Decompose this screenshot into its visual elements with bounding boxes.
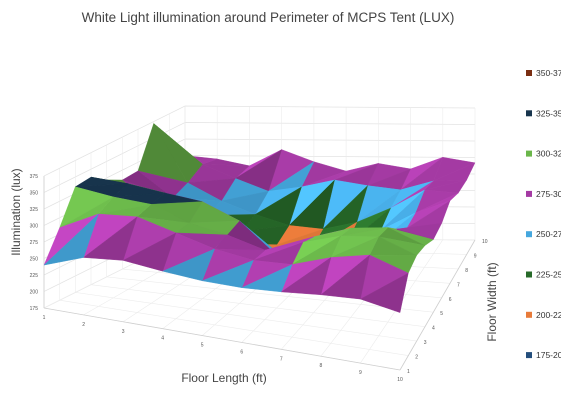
x-tick-label: 4 (161, 336, 164, 342)
y-axis-line (399, 239, 476, 371)
legend-label: 300-325 (536, 149, 561, 159)
ticks-layer: 1 2 3 4 5 6 7 8 9 10 1 2 3 4 5 6 7 8 9 10 175 200 225 250 275 300… (30, 174, 488, 383)
legend-item[interactable]: 325-350 (526, 108, 561, 118)
z-tick-label: 350 (30, 191, 39, 197)
x-tick-label: 1 (43, 315, 46, 321)
legend-swatch (526, 311, 532, 318)
legend: 350-375 325-350 300-325 275-300 250-275 225-2… (526, 68, 561, 360)
z-tick-label: 275 (30, 240, 39, 246)
surface-facet (201, 260, 254, 288)
y-tick-label: 2 (415, 355, 418, 361)
surface-facet (281, 257, 332, 295)
legend-label: 325-350 (536, 108, 561, 118)
legend-swatch (526, 271, 532, 278)
z-axis-title: Illumination (lux) (9, 168, 23, 255)
legend-label: 350-375 (536, 68, 561, 78)
surface-facet (83, 216, 138, 261)
z-tick-label: 175 (30, 306, 39, 312)
legend-item[interactable]: 275-300 (526, 189, 561, 199)
legend-item[interactable]: 200-225 (526, 310, 561, 320)
x-tick-label: 3 (122, 329, 125, 335)
y-gridline (59, 168, 409, 356)
z-tick-label: 375 (30, 174, 39, 180)
x-tick-label: 2 (82, 322, 85, 328)
legend-label: 225-250 (536, 270, 561, 280)
legend-swatch (526, 190, 532, 197)
z-tick-label: 300 (30, 224, 39, 230)
legend-item[interactable]: 225-250 (526, 270, 561, 280)
x-tick-label: 8 (320, 363, 323, 369)
legend-item[interactable]: 350-375 (526, 68, 561, 78)
surface-facet (43, 213, 99, 266)
z-tick-label: 225 (30, 273, 39, 279)
y-tick-label: 7 (457, 282, 460, 288)
legend-label: 250-275 (536, 229, 561, 239)
legend-item[interactable]: 300-325 (526, 149, 561, 159)
surface-facet (241, 264, 293, 293)
surface-facet (162, 248, 215, 281)
legend-item[interactable]: 250-275 (526, 229, 561, 239)
x-tick-label: 9 (359, 370, 362, 376)
legend-swatch (526, 70, 532, 76)
z-tick-label: 325 (30, 207, 39, 213)
y-tick-label: 3 (424, 340, 427, 346)
y-axis-title: Floor Width (ft) (485, 262, 499, 341)
y-tick-label: 8 (465, 268, 468, 274)
y-tick-label: 9 (474, 253, 477, 259)
x-tick-label: 10 (397, 377, 403, 383)
chart-title: White Light illumination around Perimete… (82, 10, 455, 25)
y-tick-label: 6 (449, 297, 452, 303)
legend-swatch (526, 150, 532, 157)
legend-swatch (526, 231, 532, 238)
x-axis-line (43, 307, 401, 371)
legend-label: 175-200 (536, 350, 561, 360)
y-tick-label: 5 (440, 311, 443, 317)
legend-item[interactable]: 175-200 (526, 350, 561, 360)
legend-swatch (526, 110, 532, 117)
legend-label: 275-300 (536, 189, 561, 199)
surface-facet (320, 254, 370, 300)
x-tick-label: 7 (280, 356, 283, 362)
z-tick-label: 200 (30, 290, 39, 296)
surface-facet (360, 272, 409, 313)
surface-facet (122, 232, 177, 272)
x-tick-label: 6 (240, 349, 243, 355)
legend-label: 200-225 (536, 310, 561, 320)
surface-layer (43, 123, 476, 313)
z-tick-label: 250 (30, 257, 39, 263)
y-tick-label: 1 (407, 369, 410, 375)
x-tick-label: 5 (201, 343, 204, 349)
y-tick-label: 10 (482, 239, 488, 245)
y-tick-label: 4 (432, 326, 435, 332)
legend-swatch (526, 352, 532, 359)
x-axis-title: Floor Length (ft) (181, 371, 266, 385)
